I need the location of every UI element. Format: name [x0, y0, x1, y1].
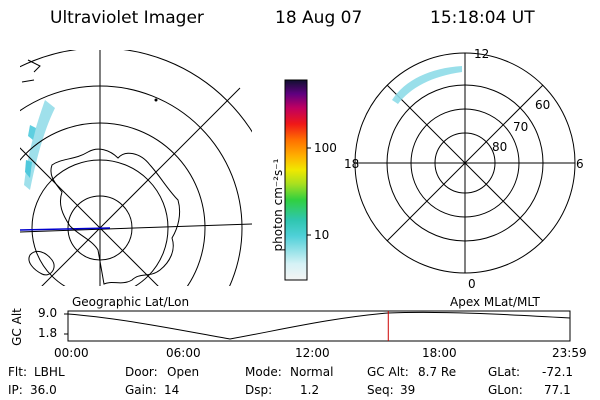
ip-label: IP: — [8, 383, 23, 397]
altitude-timeline — [67, 310, 571, 342]
reference-line — [20, 227, 111, 231]
dsp-value: 1.2 — [300, 383, 320, 397]
polar-plot — [354, 52, 576, 274]
mlt-label-12: 12 — [474, 47, 490, 61]
gain-value: 14 — [164, 383, 180, 397]
mlat-ring-60: 60 — [535, 98, 551, 112]
gc-alt-value: 8.7 Re — [418, 365, 457, 379]
geographic-map — [20, 50, 252, 286]
timeline-xtick-1200: 12:00 — [295, 346, 330, 360]
door-label: Door: — [125, 365, 158, 379]
timeline-ytick-low: 1.8 — [38, 326, 58, 340]
mlt-label-0: 0 — [468, 277, 476, 291]
apex-caption: Apex MLat/MLT — [450, 295, 540, 309]
mlt-label-6: 6 — [576, 157, 584, 171]
mode-label: Mode: — [245, 365, 282, 379]
glon-value: 77.1 — [544, 383, 571, 397]
geographic-caption: Geographic Lat/Lon — [72, 295, 190, 309]
image-time: 15:18:04 UT — [430, 8, 535, 28]
glat-label: GLat: — [488, 365, 521, 379]
filter-label: Flt: — [8, 365, 27, 379]
aurora-emission — [24, 100, 55, 190]
seq-value: 39 — [400, 383, 416, 397]
seq-label: Seq: — [367, 383, 394, 397]
gc-alt-label: GC Alt: — [367, 365, 409, 379]
timeline-ytick-high: 9.0 — [38, 306, 58, 320]
gain-label: Gain: — [125, 383, 157, 397]
coastline — [50, 148, 181, 285]
colorbar-unit-label: photon cm⁻²s⁻¹ — [271, 158, 285, 252]
instrument-title: Ultraviolet Imager — [50, 8, 204, 28]
colorbar-tick-10: 10 — [314, 228, 330, 242]
dsp-label: Dsp: — [245, 383, 273, 397]
colorbar-tick-100: 100 — [314, 141, 337, 155]
altitude-curve — [67, 311, 571, 340]
image-date: 18 Aug 07 — [275, 8, 363, 28]
timeline-ylabel: GC Alt — [10, 308, 24, 346]
filter-value: LBHL — [34, 365, 65, 379]
mlt-label-18: 18 — [344, 157, 360, 171]
timeline-xtick-0000: 00:00 — [54, 346, 89, 360]
timeline-xtick-0600: 06:00 — [166, 346, 201, 360]
mlat-ring-80: 80 — [492, 140, 508, 154]
mlat-ring-70: 70 — [513, 120, 529, 134]
timeline-xtick-2359: 23:59 — [552, 346, 587, 360]
colorbar — [284, 79, 308, 281]
polar-aurora-emission — [392, 66, 462, 104]
mode-value: Normal — [290, 365, 334, 379]
ip-value: 36.0 — [30, 383, 57, 397]
timeline-xtick-1800: 18:00 — [422, 346, 457, 360]
door-value: Open — [167, 365, 200, 379]
glat-value: -72.1 — [542, 365, 574, 379]
glon-label: GLon: — [488, 383, 523, 397]
